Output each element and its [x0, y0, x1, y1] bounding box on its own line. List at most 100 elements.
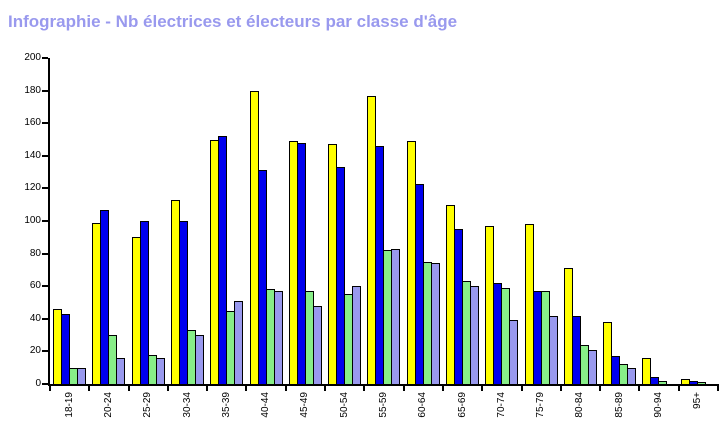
- y-axis-tick: [42, 383, 48, 385]
- bar-group-70-74: [482, 225, 521, 384]
- bar-blue: [218, 136, 228, 384]
- bar-group-20-24: [89, 209, 128, 384]
- bar-lavender: [116, 357, 126, 384]
- y-axis-tick: [42, 57, 48, 59]
- x-axis-tick: [677, 386, 680, 391]
- bar-lavender: [195, 335, 205, 384]
- bar-group-80-84: [561, 268, 600, 384]
- y-axis-tick-label: 20: [29, 345, 41, 357]
- y-axis-tick-label: 100: [24, 215, 41, 226]
- x-axis-tick: [166, 386, 169, 391]
- bar-group-65-69: [443, 204, 482, 384]
- bar-group-35-39: [207, 136, 246, 384]
- bar-lavender: [470, 286, 480, 384]
- x-axis-category-label: 45-49: [299, 392, 311, 418]
- y-axis-tick-label: 200: [24, 52, 41, 63]
- x-axis-tick: [245, 386, 248, 391]
- x-axis-category-label: 40-44: [260, 392, 272, 418]
- x-axis-category-label: 18-19: [63, 392, 75, 418]
- y-axis-tick: [42, 154, 48, 157]
- x-axis-category-label: 30-34: [181, 392, 193, 418]
- x-axis-tick: [284, 386, 287, 391]
- x-axis-category-label: 20-24: [102, 392, 114, 418]
- bar-blue: [296, 142, 306, 384]
- bar-blue: [336, 167, 346, 384]
- bar-group-95+: [679, 379, 718, 384]
- bar-lavender: [430, 263, 440, 384]
- x-axis-category-label: 55-59: [378, 392, 389, 418]
- bar-group-85-89: [600, 322, 639, 384]
- y-axis-tick-label: 80: [29, 247, 41, 259]
- bar-lavender: [77, 367, 87, 384]
- x-axis-tick: [717, 386, 719, 391]
- y-axis-tick-label: 120: [24, 182, 41, 194]
- bar-blue: [61, 313, 71, 384]
- bar-lavender: [548, 315, 558, 384]
- y-axis-tick-label: 160: [24, 117, 41, 129]
- x-axis-tick: [206, 386, 209, 391]
- bar-group-55-59: [364, 95, 403, 384]
- bar-green: [658, 380, 668, 384]
- y-axis-tick: [42, 187, 48, 190]
- x-axis-tick: [402, 386, 405, 391]
- bar-lavender: [273, 291, 283, 384]
- x-axis-category-label: 75-79: [535, 392, 547, 418]
- chart-title: Infographie - Nb électrices et électeurs…: [8, 12, 458, 31]
- y-axis-tick-label: 140: [24, 149, 41, 161]
- x-axis-tick: [559, 386, 562, 391]
- y-axis-line: [48, 58, 50, 386]
- x-axis-category-label: 95+: [692, 392, 704, 409]
- bar-group-90-94: [639, 357, 678, 384]
- y-axis-tick: [42, 350, 48, 353]
- bar-group-18-19: [50, 309, 89, 384]
- bar-group-30-34: [168, 199, 207, 384]
- bar-lavender: [155, 357, 165, 384]
- x-axis-tick: [127, 386, 130, 391]
- bar-group-40-44: [246, 90, 285, 384]
- bar-blue: [650, 377, 660, 384]
- x-axis-tick: [481, 386, 484, 391]
- bar-blue: [179, 221, 189, 384]
- x-axis-category-label: 50-54: [338, 392, 350, 418]
- bar-group-45-49: [286, 141, 325, 384]
- x-axis-tick: [88, 386, 91, 391]
- bar-group-50-54: [325, 144, 364, 384]
- bar-lavender: [352, 286, 362, 384]
- x-axis-category-label: 85-89: [613, 392, 625, 418]
- bar-blue: [139, 221, 149, 384]
- bar-lavender: [234, 300, 244, 384]
- y-axis-tick: [42, 317, 48, 320]
- x-axis-category-label: 80-84: [574, 392, 586, 418]
- bar-green: [697, 382, 707, 384]
- bar-yellow: [603, 322, 613, 384]
- bar-lavender: [627, 367, 637, 384]
- y-axis-tick: [42, 220, 48, 222]
- y-axis-tick-label: 40: [29, 312, 41, 324]
- y-axis-tick: [42, 252, 48, 255]
- x-axis-category-label: 35-39: [220, 392, 232, 418]
- x-axis-tick: [441, 386, 444, 391]
- x-axis-tick: [363, 386, 366, 391]
- bar-lavender: [391, 248, 401, 384]
- bar-blue: [100, 209, 110, 384]
- x-axis-category-label: 90-94: [653, 392, 665, 418]
- x-axis-category-label: 70-74: [495, 392, 507, 418]
- x-axis-category-label: 60-64: [417, 392, 429, 418]
- y-axis-tick-label: 180: [24, 84, 41, 96]
- bar-yellow: [642, 357, 652, 384]
- bar-lavender: [587, 349, 597, 384]
- x-axis-tick: [599, 386, 602, 391]
- x-axis-tick: [638, 386, 641, 391]
- bar-blue: [257, 170, 267, 384]
- x-axis-category-label: 25-29: [142, 392, 154, 418]
- x-axis-line: [48, 384, 719, 386]
- x-axis-tick: [324, 386, 327, 391]
- bar-group-60-64: [404, 141, 443, 384]
- y-axis-tick: [42, 89, 48, 92]
- y-axis-tick: [42, 285, 48, 288]
- x-axis-category-label: 65-69: [456, 392, 468, 418]
- y-axis-tick-label: 0: [35, 378, 41, 389]
- x-axis-tick: [49, 386, 51, 391]
